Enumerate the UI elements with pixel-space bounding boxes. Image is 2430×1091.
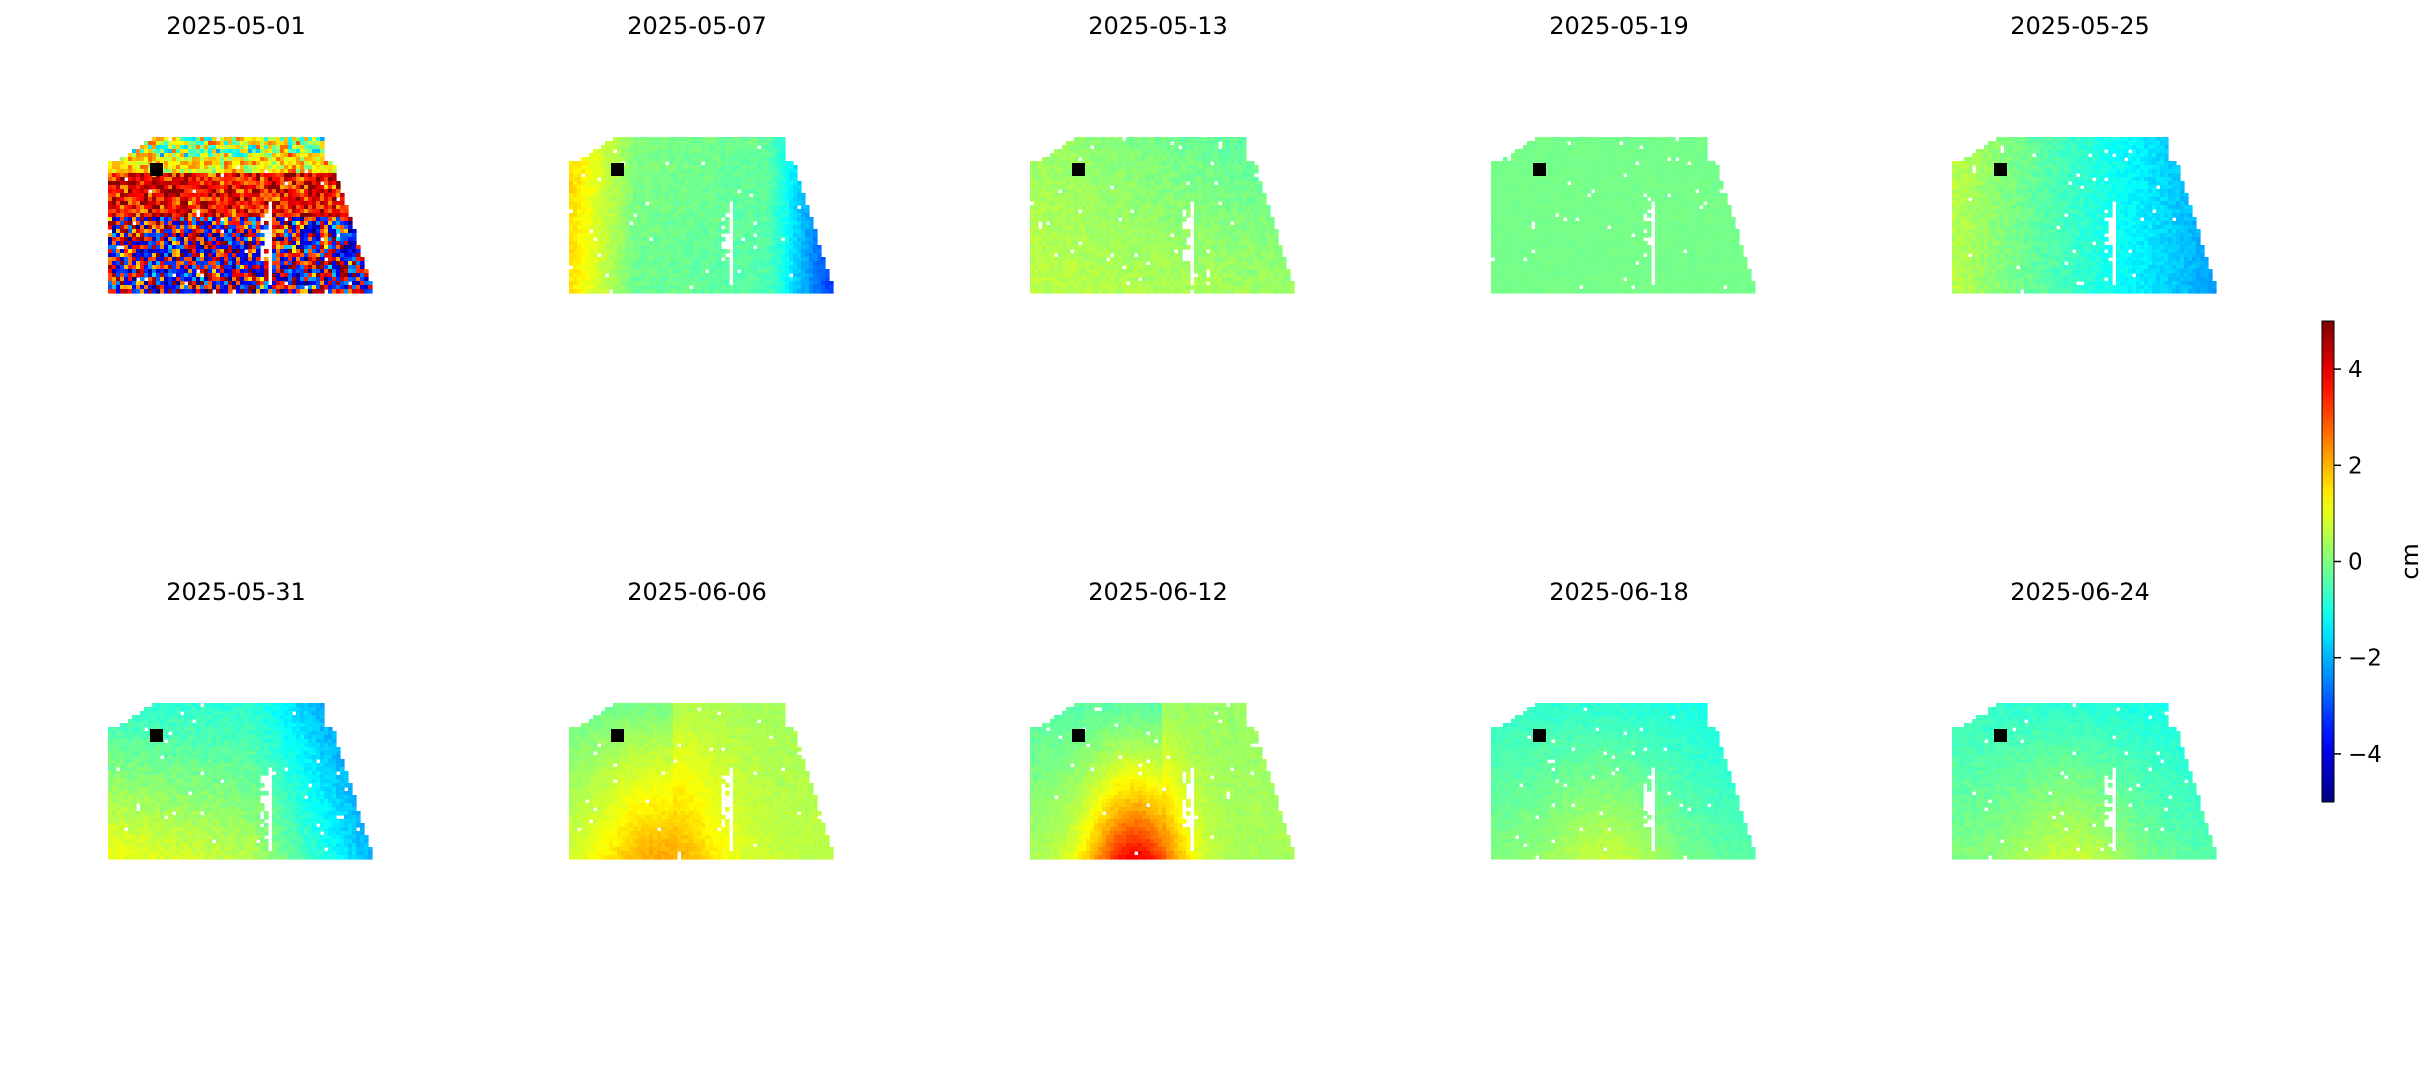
reference-point-marker [150, 729, 163, 742]
panel-date-title: 2025-05-19 [1549, 12, 1688, 40]
deformation-panel: 2025-06-12 [1030, 578, 1295, 860]
deformation-map [1030, 703, 1295, 860]
deformation-panel: 2025-05-25 [1952, 12, 2217, 294]
deformation-map [1491, 137, 1756, 294]
deformation-map [569, 137, 834, 294]
deformation-panel: 2025-05-01 [108, 12, 373, 294]
reference-point-marker [611, 163, 624, 176]
panel-date-title: 2025-05-07 [627, 12, 766, 40]
panel-date-title: 2025-05-25 [2010, 12, 2149, 40]
panel-date-title: 2025-06-18 [1549, 578, 1688, 606]
reference-point-marker [1533, 163, 1546, 176]
colorbar-tick-label: −2 [2348, 646, 2382, 672]
deformation-panel: 2025-06-06 [569, 578, 834, 860]
reference-point-marker [1072, 729, 1085, 742]
colorbar-tick-label: −4 [2348, 742, 2382, 768]
panel-date-title: 2025-06-06 [627, 578, 766, 606]
colorbar-tick-label: 2 [2348, 453, 2363, 479]
reference-point-marker [611, 729, 624, 742]
reference-point-marker [1994, 163, 2007, 176]
colorbar-tick-label: 4 [2348, 357, 2363, 383]
deformation-panel: 2025-06-24 [1952, 578, 2217, 860]
panel-date-title: 2025-05-01 [166, 12, 305, 40]
deformation-panel: 2025-05-19 [1491, 12, 1756, 294]
deformation-map [108, 137, 373, 294]
deformation-map [108, 703, 373, 860]
reference-point-marker [150, 163, 163, 176]
panel-date-title: 2025-06-24 [2010, 578, 2149, 606]
colorbar: 4 2 0 −2 −4 cm [2321, 320, 2424, 803]
reference-point-marker [1072, 163, 1085, 176]
deformation-map [569, 703, 834, 860]
deformation-panel: 2025-05-31 [108, 578, 373, 860]
reference-point-marker [1533, 729, 1546, 742]
deformation-map [1491, 703, 1756, 860]
panel-date-title: 2025-05-31 [166, 578, 305, 606]
panel-date-title: 2025-05-13 [1088, 12, 1227, 40]
deformation-map [1952, 703, 2217, 860]
deformation-panel: 2025-06-18 [1491, 578, 1756, 860]
deformation-panel: 2025-05-13 [1030, 12, 1295, 294]
reference-point-marker [1994, 729, 2007, 742]
deformation-map [1030, 137, 1295, 294]
colorbar-label: cm [2396, 543, 2424, 580]
panel-date-title: 2025-06-12 [1088, 578, 1227, 606]
deformation-panel: 2025-05-07 [569, 12, 834, 294]
deformation-map [1952, 137, 2217, 294]
colorbar-gradient [2321, 320, 2335, 803]
colorbar-tick-label: 0 [2348, 550, 2363, 576]
